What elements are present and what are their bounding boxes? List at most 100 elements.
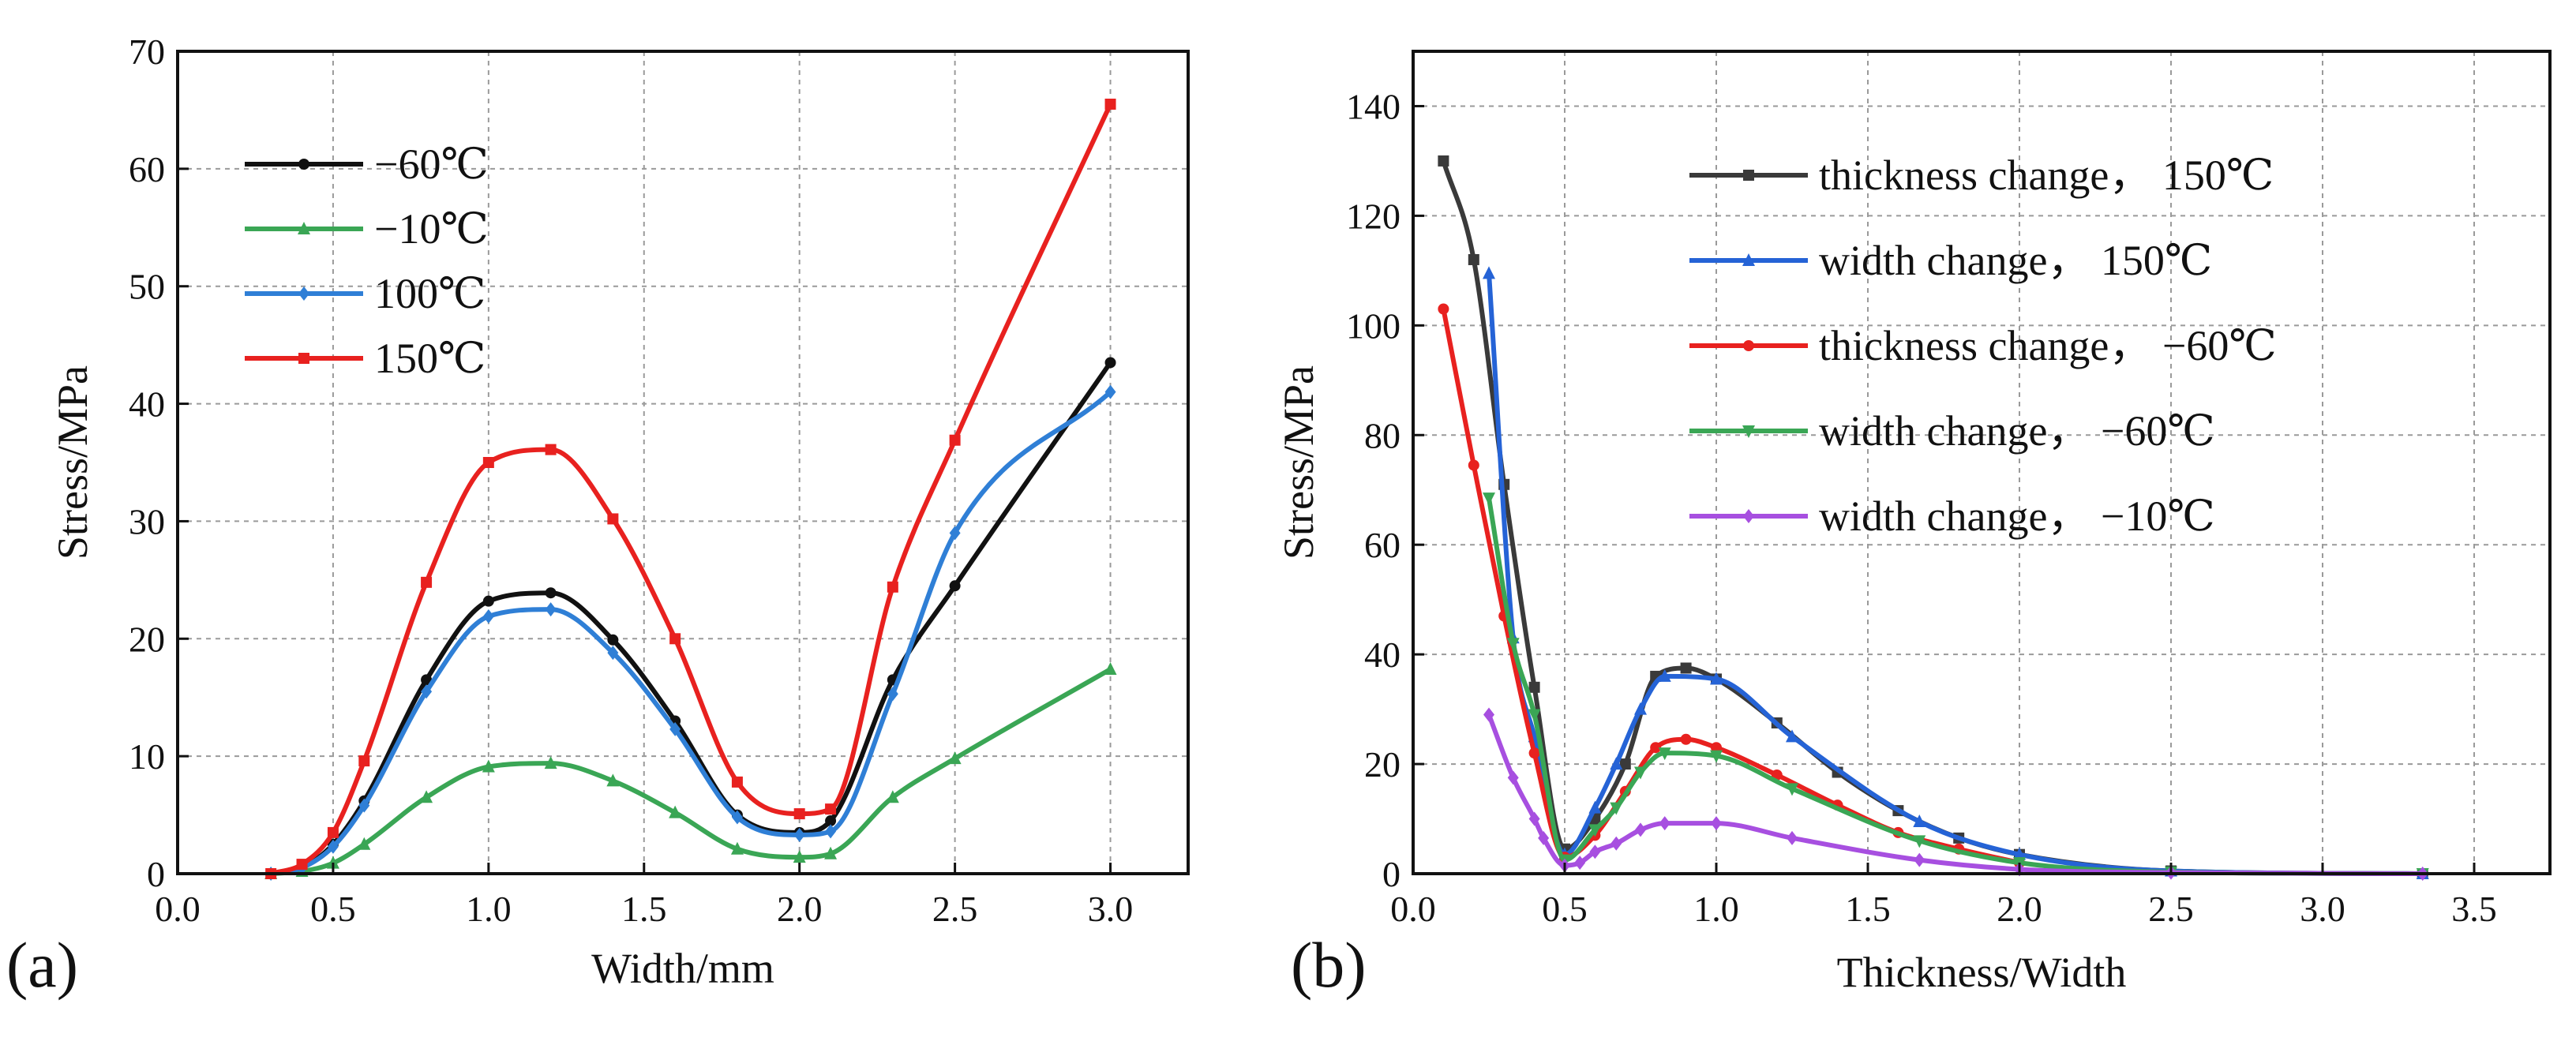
data-point [421, 576, 433, 588]
legend-marker [1742, 425, 1755, 438]
data-point [296, 859, 308, 871]
grid [1413, 51, 2550, 874]
x-tick-label: 1.0 [466, 889, 512, 929]
legend-label: width change， −60℃ [1819, 407, 2215, 455]
data-point [1589, 844, 1601, 859]
legend: −60℃ −10℃ 100℃ 150℃ [245, 140, 489, 382]
data-point [793, 808, 805, 820]
y-tick-label: 140 [1346, 86, 1400, 126]
x-tick-label: 0.0 [1390, 889, 1436, 929]
x-tick-label: 0.0 [155, 889, 201, 929]
legend-label: 100℃ [374, 270, 486, 317]
legend-label: 150℃ [374, 335, 486, 382]
data-point [1913, 835, 1926, 848]
x-tick-label: 3.5 [2451, 889, 2497, 929]
legend-marker [298, 159, 309, 170]
data-point [1914, 852, 1925, 867]
x-tick-label: 3.0 [1088, 889, 1134, 929]
data-point [949, 580, 961, 592]
series-2 [264, 661, 1117, 879]
y-tick-label: 0 [1382, 854, 1400, 894]
legend-marker [298, 286, 309, 301]
series-line [270, 103, 1113, 876]
data-point [358, 837, 371, 850]
data-point [825, 815, 837, 827]
data-point [1528, 709, 1541, 722]
data-point [482, 609, 494, 624]
y-tick-label: 60 [129, 149, 165, 189]
data-point [1483, 492, 1495, 506]
data-point [1659, 816, 1670, 831]
data-point [1507, 770, 1519, 785]
series-4 [265, 98, 1116, 879]
x-tick-label: 1.5 [1845, 889, 1891, 929]
y-tick-label: 70 [129, 32, 165, 72]
data-point [1610, 802, 1623, 815]
data-point [482, 457, 494, 468]
data-point [544, 756, 557, 770]
data-point [1588, 824, 1602, 837]
legend: thickness change， 150℃ width change， 150℃… [1689, 152, 2277, 540]
data-point [1635, 822, 1646, 837]
series-line [270, 667, 1112, 876]
series-3 [265, 384, 1116, 881]
data-point [1528, 681, 1540, 693]
data-point [825, 803, 837, 815]
data-point [1104, 98, 1116, 110]
data-point [825, 824, 837, 839]
x-tick-label: 1.0 [1693, 889, 1739, 929]
y-tick-label: 0 [147, 854, 165, 894]
data-point [1650, 742, 1662, 754]
y-axis-title: Stress/MPa [1275, 365, 1322, 560]
legend-label: −60℃ [374, 140, 489, 188]
data-point [1610, 757, 1623, 770]
legend-label: width change， −10℃ [1819, 492, 2215, 540]
x-tick-label: 0.5 [1542, 889, 1588, 929]
legend-marker [1743, 509, 1754, 523]
tick-labels: 0.0 0.5 1.0 1.5 2.0 2.5 3.0 3.5 0 20 40 60 80 100 120 1… [1346, 86, 2497, 929]
data-point [1787, 830, 1798, 845]
data-point [1658, 668, 1671, 682]
data-point [420, 790, 433, 803]
data-point [545, 602, 557, 617]
data-point [1438, 303, 1449, 315]
y-axis-title: Stress/MPa [49, 365, 96, 560]
data-point [669, 805, 682, 818]
series-line [1487, 497, 2423, 876]
data-point [824, 846, 838, 859]
data-point [669, 721, 681, 736]
data-point [949, 526, 961, 541]
panel-label: (b) [1291, 929, 1367, 1001]
legend-marker [298, 353, 309, 364]
data-point [1634, 766, 1647, 780]
data-point [1711, 816, 1722, 831]
data-point [1528, 747, 1540, 759]
legend-label: thickness change， −60℃ [1819, 322, 2277, 369]
legend-marker [1743, 340, 1754, 351]
data-point [1468, 459, 1479, 471]
y-tick-label: 120 [1346, 196, 1400, 236]
data-point [1574, 856, 1586, 871]
x-tick-label: 2.0 [777, 889, 823, 929]
x-axis-title: Width/mm [591, 945, 774, 992]
data-point [1104, 384, 1116, 399]
series-1 [265, 357, 1116, 879]
data-point [482, 759, 495, 773]
data-point [1468, 253, 1479, 265]
series-line [1441, 308, 2020, 866]
data-point [1658, 747, 1671, 761]
data-point [1634, 702, 1647, 715]
data-point [1483, 707, 1494, 722]
y-tick-label: 80 [1364, 415, 1400, 455]
y-tick-label: 30 [129, 501, 165, 541]
data-point [482, 595, 494, 607]
data-point [948, 751, 962, 765]
data-point [1680, 662, 1692, 674]
data-point [421, 684, 433, 699]
x-tick-label: 1.5 [621, 889, 667, 929]
legend-marker [298, 222, 310, 234]
data-point [1483, 266, 1495, 279]
y-tick-label: 40 [1364, 635, 1400, 675]
data-point [358, 798, 370, 813]
y-tick-label: 10 [129, 736, 165, 777]
